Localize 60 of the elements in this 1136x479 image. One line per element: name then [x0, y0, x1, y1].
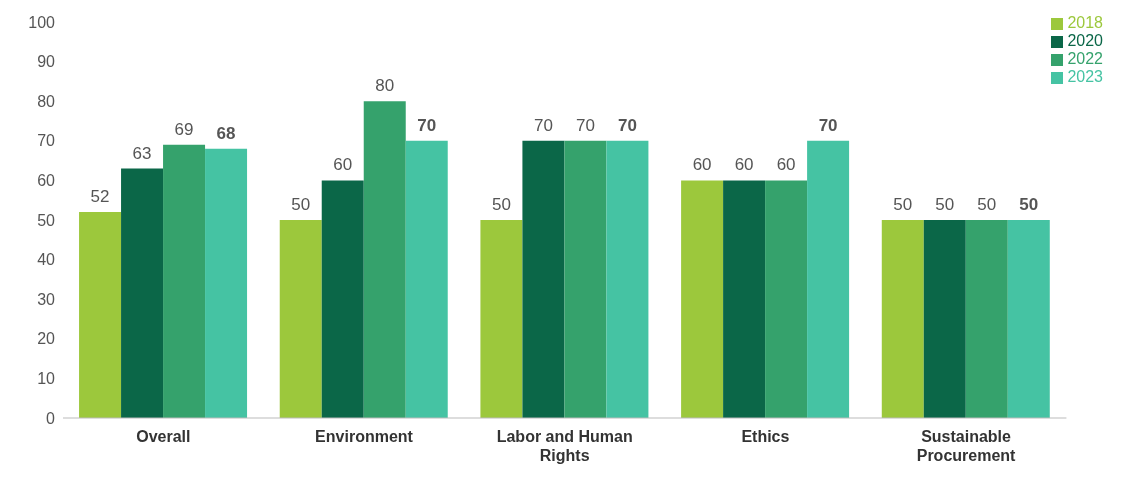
data-label: 60	[734, 155, 754, 175]
data-label: 70	[818, 115, 838, 135]
data-label: 69	[174, 119, 194, 139]
data-label: 70	[533, 115, 553, 135]
data-label: 68	[216, 123, 236, 143]
x-tick-label: Overall	[136, 428, 191, 445]
x-tick-label: Environment	[315, 428, 414, 445]
legend-label: 2020	[1067, 32, 1103, 49]
bar	[405, 140, 448, 418]
y-tick-label: 70	[37, 132, 56, 150]
y-tick-label: 60	[37, 172, 56, 190]
bar	[363, 101, 406, 418]
bar	[965, 220, 1008, 418]
bar	[765, 180, 808, 418]
data-label: 80	[375, 76, 395, 96]
legend-label: 2023	[1067, 68, 1103, 85]
bar	[121, 168, 164, 418]
data-label: 50	[1019, 195, 1039, 214]
data-label: 60	[333, 155, 353, 175]
bar	[321, 180, 364, 418]
bar	[881, 220, 924, 418]
y-tick-label: 10	[37, 370, 56, 388]
x-tick-label: Sustainable Procurement	[916, 428, 1017, 464]
data-label: 50	[491, 195, 511, 214]
x-tick-label: Ethics	[741, 428, 790, 445]
bar	[564, 140, 607, 418]
x-tick-label: Labor and Human Rights	[496, 428, 633, 464]
bar	[205, 148, 248, 418]
data-label: 70	[617, 115, 637, 135]
bar	[1007, 220, 1050, 418]
data-label: 50	[893, 195, 913, 214]
data-label: 50	[977, 195, 997, 214]
bar	[163, 144, 206, 418]
data-label: 70	[575, 115, 595, 135]
data-label: 52	[90, 187, 110, 207]
bar	[606, 140, 649, 418]
bar	[79, 212, 122, 418]
y-tick-label: 30	[37, 290, 56, 308]
bar	[923, 220, 966, 418]
y-tick-label: 100	[28, 13, 56, 31]
legend-label: 2022	[1067, 50, 1103, 67]
y-tick-label: 50	[37, 211, 56, 229]
y-tick-label: 20	[37, 330, 56, 348]
data-label: 60	[776, 155, 796, 175]
bar	[681, 180, 724, 418]
y-tick-label: 40	[37, 251, 56, 269]
data-label: 50	[935, 195, 955, 214]
data-label: 70	[417, 115, 437, 135]
bar	[279, 220, 322, 418]
bar	[723, 180, 766, 418]
y-tick-label: 0	[46, 409, 56, 427]
bar	[807, 140, 850, 418]
bar	[480, 220, 523, 418]
y-tick-label: 90	[37, 53, 56, 71]
bar	[522, 140, 565, 418]
data-label: 50	[291, 195, 311, 214]
data-label: 60	[692, 155, 712, 175]
y-tick-label: 80	[37, 92, 56, 110]
legend-label: 2018	[1067, 14, 1103, 31]
data-label: 63	[132, 143, 152, 163]
